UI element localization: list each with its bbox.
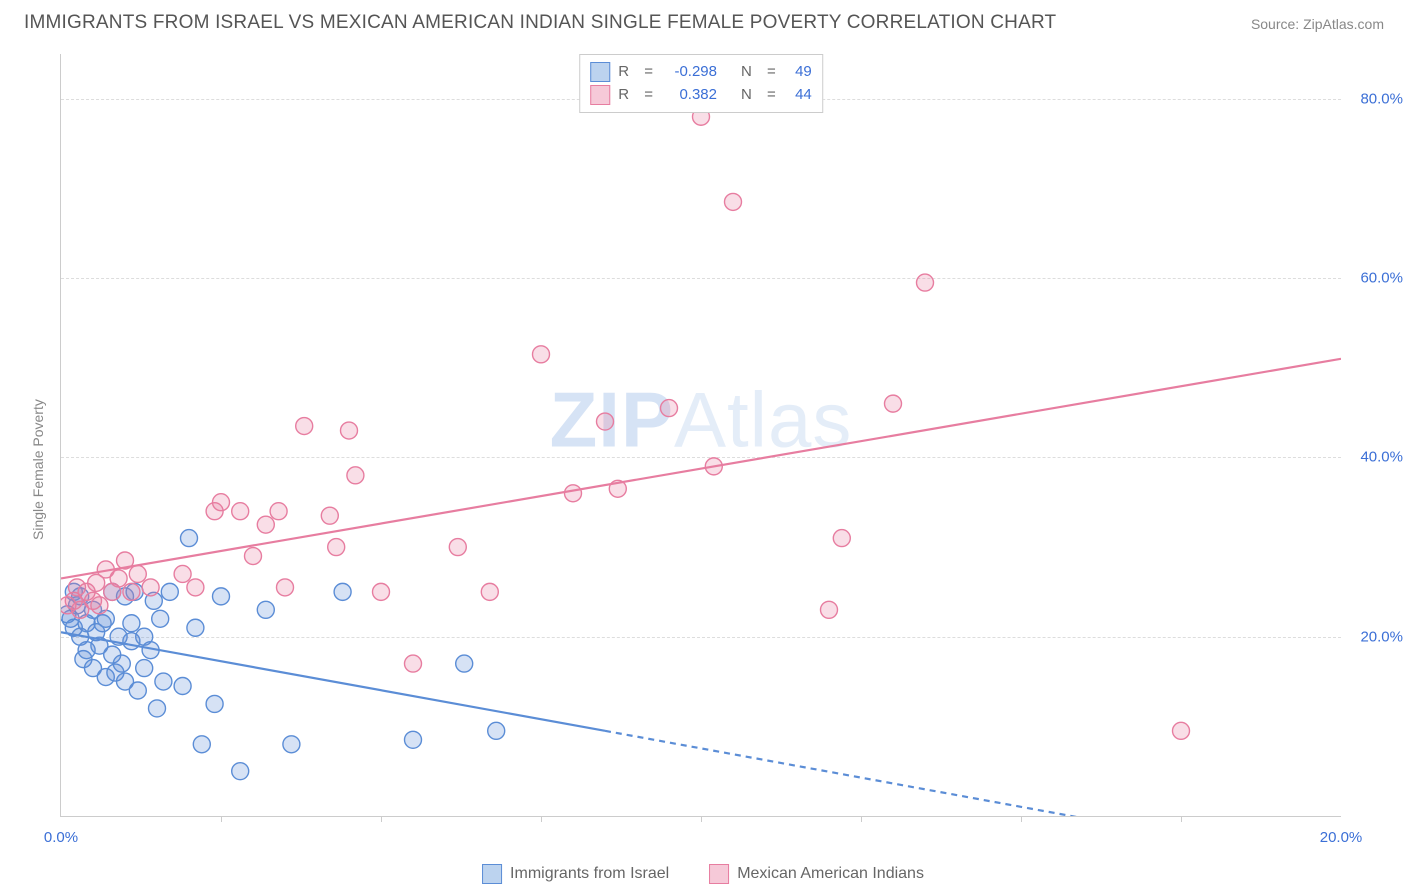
plot-area: ZIPAtlas R = -0.298 N = 49 R = 0.382 N = (60, 54, 1341, 817)
regression-line (61, 359, 1341, 579)
x-tick-label: 0.0% (44, 829, 78, 846)
scatter-point (142, 579, 159, 596)
scatter-point (725, 193, 742, 210)
stats-row-mexican: R = 0.382 N = 44 (590, 84, 812, 107)
scatter-point (341, 422, 358, 439)
scatter-point (123, 615, 140, 632)
y-tick-label: 80.0% (1360, 90, 1403, 107)
x-minor-tick (1181, 816, 1182, 822)
scatter-point (113, 655, 130, 672)
swatch-mexican (590, 85, 610, 105)
plot-svg (61, 54, 1341, 816)
scatter-point (257, 601, 274, 618)
regression-line (61, 632, 605, 731)
scatter-point (661, 400, 678, 417)
y-tick-label: 20.0% (1360, 628, 1403, 645)
scatter-point (481, 583, 498, 600)
scatter-point (456, 655, 473, 672)
scatter-point (213, 588, 230, 605)
scatter-point (174, 565, 191, 582)
scatter-point (373, 583, 390, 600)
scatter-point (1173, 722, 1190, 739)
scatter-point (917, 274, 934, 291)
scatter-point (181, 530, 198, 547)
scatter-point (155, 673, 172, 690)
scatter-point (597, 413, 614, 430)
regression-line-dashed (605, 731, 1341, 816)
legend-item-mexican: Mexican American Indians (709, 864, 924, 884)
x-tick-label: 20.0% (1320, 829, 1363, 846)
scatter-point (257, 516, 274, 533)
scatter-point (91, 597, 108, 614)
y-tick-label: 40.0% (1360, 449, 1403, 466)
scatter-point (565, 485, 582, 502)
scatter-point (213, 494, 230, 511)
source-label: Source: ZipAtlas.com (1251, 16, 1384, 32)
swatch-israel-b (482, 864, 502, 884)
scatter-point (328, 539, 345, 556)
scatter-point (283, 736, 300, 753)
scatter-point (821, 601, 838, 618)
scatter-point (129, 682, 146, 699)
scatter-point (245, 548, 262, 565)
scatter-point (296, 418, 313, 435)
scatter-point (193, 736, 210, 753)
scatter-point (321, 507, 338, 524)
scatter-point (206, 695, 223, 712)
scatter-point (334, 583, 351, 600)
series-legend: Immigrants from Israel Mexican American … (482, 864, 924, 884)
x-minor-tick (221, 816, 222, 822)
scatter-point (449, 539, 466, 556)
scatter-point (405, 655, 422, 672)
y-axis-label: Single Female Poverty (30, 399, 46, 540)
scatter-point (533, 346, 550, 363)
x-minor-tick (541, 816, 542, 822)
scatter-point (833, 530, 850, 547)
scatter-point (232, 763, 249, 780)
scatter-point (123, 583, 140, 600)
scatter-point (270, 503, 287, 520)
scatter-point (110, 570, 127, 587)
scatter-point (187, 619, 204, 636)
chart-container: IMMIGRANTS FROM ISRAEL VS MEXICAN AMERIC… (0, 0, 1406, 892)
x-minor-tick (381, 816, 382, 822)
scatter-point (885, 395, 902, 412)
x-minor-tick (861, 816, 862, 822)
chart-title: IMMIGRANTS FROM ISRAEL VS MEXICAN AMERIC… (24, 12, 1056, 34)
x-minor-tick (1021, 816, 1022, 822)
stats-row-israel: R = -0.298 N = 49 (590, 61, 812, 84)
swatch-israel (590, 62, 610, 82)
scatter-point (129, 565, 146, 582)
scatter-point (149, 700, 166, 717)
scatter-point (187, 579, 204, 596)
scatter-point (174, 678, 191, 695)
scatter-point (277, 579, 294, 596)
scatter-point (488, 722, 505, 739)
scatter-point (347, 467, 364, 484)
x-minor-tick (701, 816, 702, 822)
scatter-point (405, 731, 422, 748)
scatter-point (136, 660, 153, 677)
scatter-point (152, 610, 169, 627)
legend-label-mexican: Mexican American Indians (737, 865, 924, 883)
y-tick-label: 60.0% (1360, 270, 1403, 287)
swatch-mexican-b (709, 864, 729, 884)
stats-legend: R = -0.298 N = 49 R = 0.382 N = 44 (579, 54, 823, 113)
scatter-point (161, 583, 178, 600)
legend-label-israel: Immigrants from Israel (510, 865, 669, 883)
scatter-point (232, 503, 249, 520)
legend-item-israel: Immigrants from Israel (482, 864, 669, 884)
